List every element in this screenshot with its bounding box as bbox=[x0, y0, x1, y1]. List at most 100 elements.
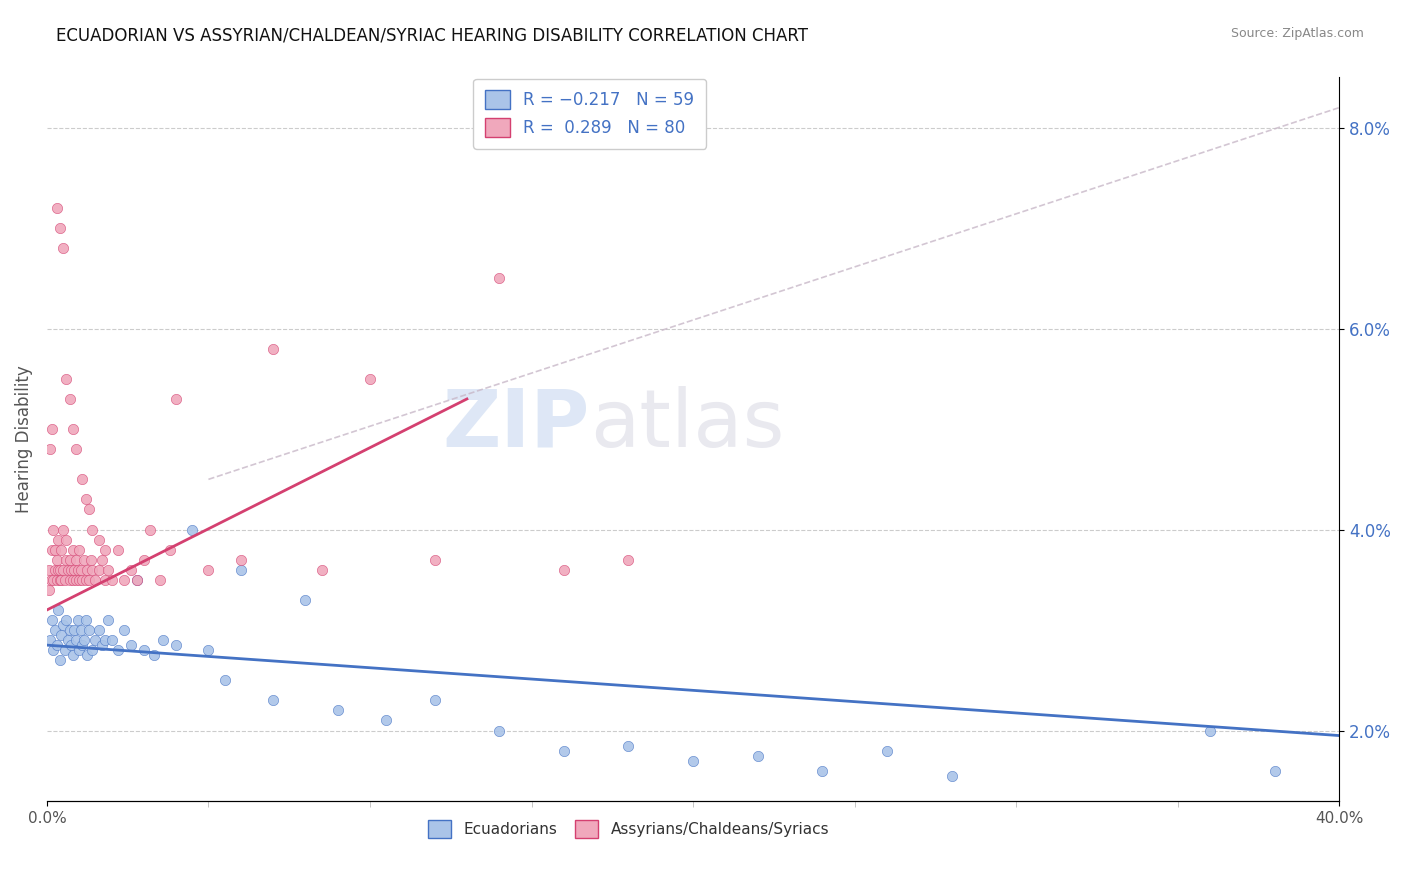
Point bbox=[79, 553, 101, 567]
Point bbox=[197, 643, 219, 657]
Point bbox=[77, 623, 100, 637]
Point bbox=[72, 638, 94, 652]
Point bbox=[63, 563, 86, 577]
Point bbox=[49, 573, 72, 587]
Point bbox=[51, 628, 73, 642]
Point bbox=[326, 703, 349, 717]
Point bbox=[142, 648, 165, 663]
Point bbox=[139, 523, 162, 537]
Point bbox=[84, 573, 107, 587]
Point bbox=[45, 638, 67, 652]
Point bbox=[72, 472, 94, 486]
Point bbox=[75, 573, 97, 587]
Point bbox=[107, 643, 129, 657]
Point bbox=[42, 643, 65, 657]
Point bbox=[94, 542, 117, 557]
Point bbox=[747, 748, 769, 763]
Point bbox=[66, 563, 89, 577]
Point bbox=[82, 643, 104, 657]
Point bbox=[52, 523, 75, 537]
Point bbox=[262, 342, 284, 356]
Point bbox=[62, 542, 84, 557]
Point bbox=[90, 638, 112, 652]
Point bbox=[87, 563, 110, 577]
Point bbox=[62, 573, 84, 587]
Point bbox=[214, 673, 236, 688]
Point bbox=[114, 623, 136, 637]
Point bbox=[42, 573, 65, 587]
Point bbox=[39, 633, 62, 648]
Point bbox=[58, 392, 80, 406]
Point bbox=[55, 553, 77, 567]
Point bbox=[488, 271, 510, 285]
Point bbox=[63, 623, 86, 637]
Point bbox=[165, 638, 187, 652]
Point bbox=[553, 744, 575, 758]
Y-axis label: Hearing Disability: Hearing Disability bbox=[15, 366, 32, 513]
Legend: Ecuadorians, Assyrians/Chaldeans/Syriacs: Ecuadorians, Assyrians/Chaldeans/Syriacs bbox=[422, 814, 835, 844]
Point bbox=[49, 221, 72, 235]
Point bbox=[58, 553, 80, 567]
Point bbox=[55, 613, 77, 627]
Text: ECUADORIAN VS ASSYRIAN/CHALDEAN/SYRIAC HEARING DISABILITY CORRELATION CHART: ECUADORIAN VS ASSYRIAN/CHALDEAN/SYRIAC H… bbox=[56, 27, 808, 45]
Point bbox=[75, 492, 97, 507]
Point bbox=[197, 563, 219, 577]
Point bbox=[69, 563, 91, 577]
Point bbox=[294, 593, 316, 607]
Point bbox=[46, 603, 69, 617]
Point bbox=[132, 643, 155, 657]
Point bbox=[65, 633, 87, 648]
Point bbox=[65, 553, 87, 567]
Point bbox=[165, 392, 187, 406]
Text: atlas: atlas bbox=[589, 385, 785, 464]
Point bbox=[45, 553, 67, 567]
Point bbox=[941, 769, 963, 783]
Point bbox=[44, 623, 66, 637]
Point bbox=[181, 523, 204, 537]
Point bbox=[67, 542, 90, 557]
Point bbox=[56, 633, 79, 648]
Point bbox=[39, 442, 62, 457]
Point bbox=[49, 653, 72, 667]
Point bbox=[229, 563, 252, 577]
Point bbox=[100, 573, 122, 587]
Point bbox=[87, 623, 110, 637]
Point bbox=[55, 372, 77, 386]
Point bbox=[94, 633, 117, 648]
Point bbox=[51, 542, 73, 557]
Point bbox=[73, 553, 96, 567]
Point bbox=[52, 241, 75, 255]
Point bbox=[159, 542, 181, 557]
Point bbox=[44, 542, 66, 557]
Point bbox=[682, 754, 704, 768]
Point bbox=[45, 201, 67, 215]
Point bbox=[553, 563, 575, 577]
Point bbox=[73, 633, 96, 648]
Point bbox=[94, 573, 117, 587]
Point bbox=[77, 573, 100, 587]
Point bbox=[97, 563, 120, 577]
Point bbox=[52, 618, 75, 632]
Point bbox=[100, 633, 122, 648]
Text: Source: ZipAtlas.com: Source: ZipAtlas.com bbox=[1230, 27, 1364, 40]
Point bbox=[46, 563, 69, 577]
Point bbox=[488, 723, 510, 738]
Point bbox=[75, 613, 97, 627]
Point bbox=[42, 523, 65, 537]
Point bbox=[811, 764, 834, 778]
Point bbox=[58, 573, 80, 587]
Point bbox=[90, 553, 112, 567]
Point bbox=[58, 623, 80, 637]
Point bbox=[359, 372, 381, 386]
Point bbox=[120, 638, 142, 652]
Point bbox=[62, 422, 84, 436]
Point bbox=[60, 563, 83, 577]
Point bbox=[67, 643, 90, 657]
Point bbox=[55, 533, 77, 547]
Point bbox=[52, 563, 75, 577]
Point bbox=[69, 623, 91, 637]
Point bbox=[127, 573, 149, 587]
Point bbox=[1264, 764, 1286, 778]
Point bbox=[311, 563, 333, 577]
Point bbox=[44, 563, 66, 577]
